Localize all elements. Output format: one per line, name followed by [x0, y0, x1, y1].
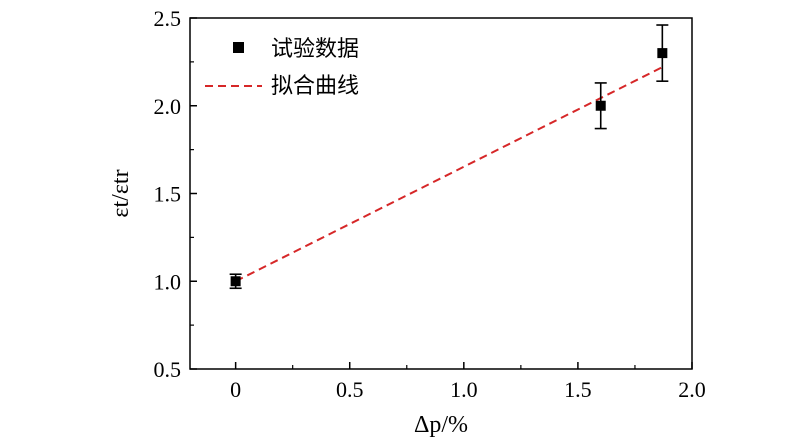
x-tick-label: 0.5 — [336, 377, 364, 402]
fit-line — [235, 66, 663, 283]
legend-label-data: 试验数据 — [271, 37, 359, 62]
y-tick-label: 2.0 — [154, 94, 182, 119]
y-tick-label: 1.0 — [154, 269, 182, 294]
legend-marker-square — [233, 42, 244, 53]
x-tick-label: 1.0 — [450, 377, 478, 402]
x-tick-label: 1.5 — [564, 377, 592, 402]
x-tick-label: 2.0 — [678, 377, 706, 402]
y-tick-label: 1.5 — [154, 182, 182, 207]
legend-label-fit: 拟合曲线 — [271, 74, 359, 99]
plot-frame — [189, 17, 693, 370]
x-tick-label: 0 — [230, 377, 241, 402]
y-axis-label: εt/εtr — [108, 169, 134, 217]
data-point — [657, 48, 668, 59]
data-point — [230, 276, 241, 287]
x-axis-label: Δp/% — [414, 412, 468, 438]
data-point — [595, 100, 606, 111]
y-tick-label: 0.5 — [154, 357, 182, 382]
y-tick-label: 2.5 — [154, 6, 182, 31]
